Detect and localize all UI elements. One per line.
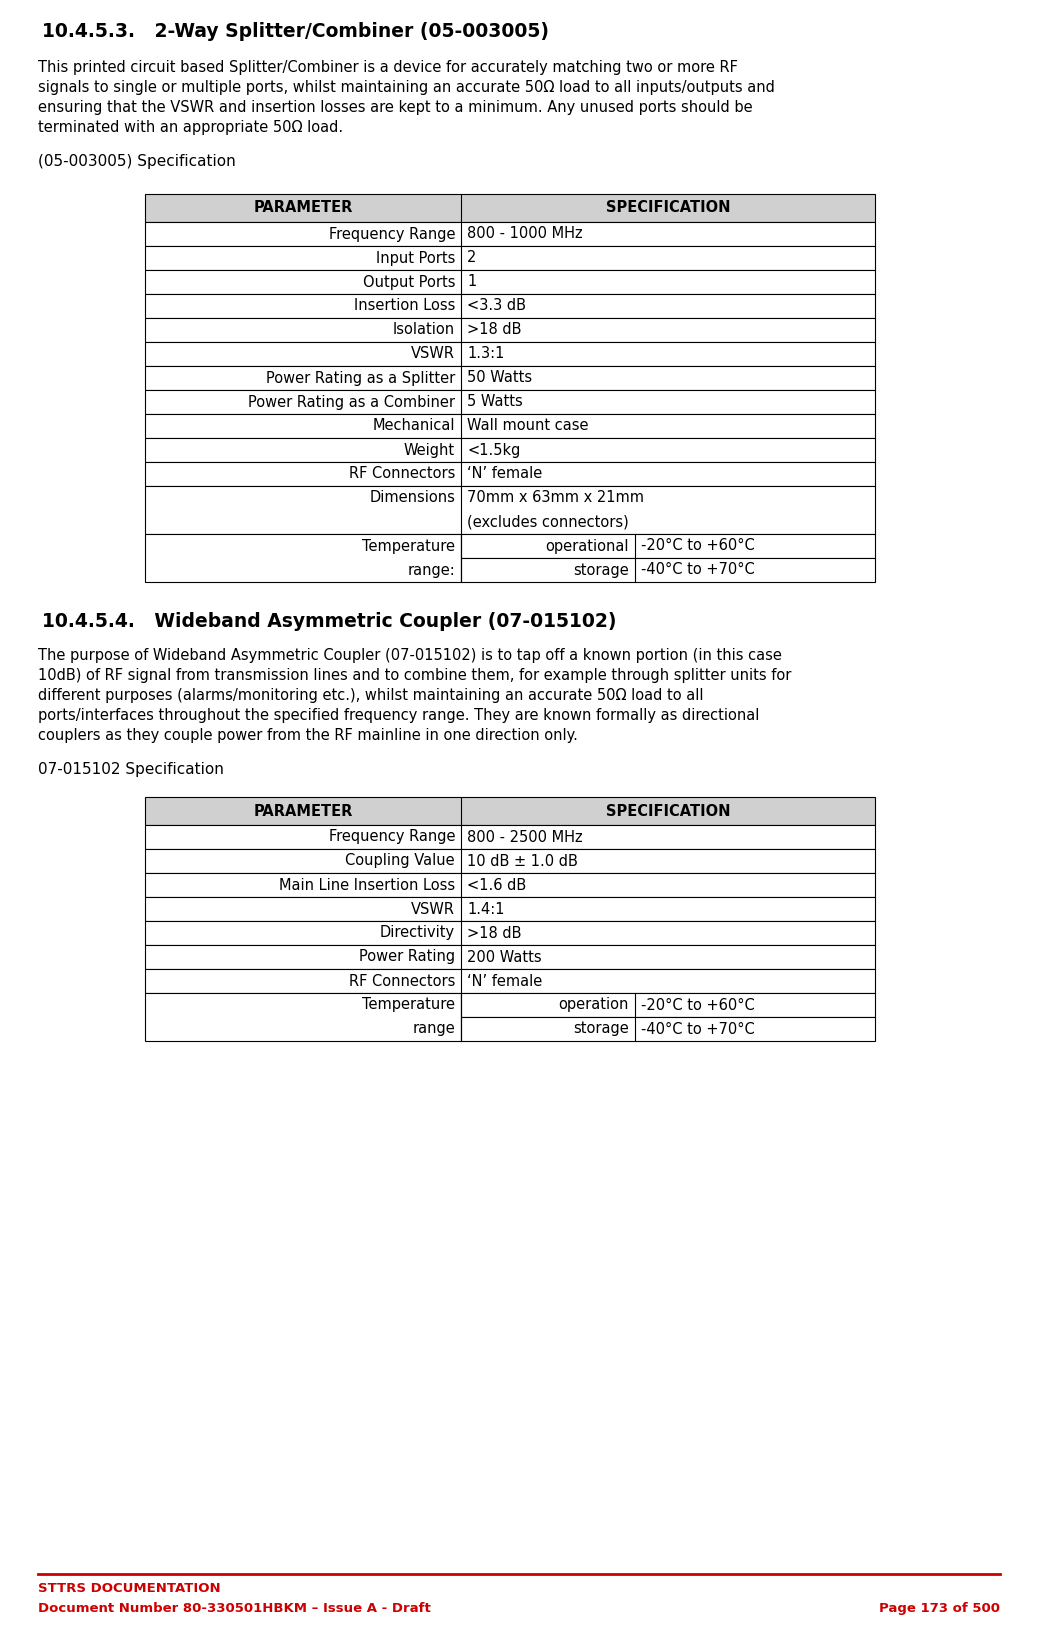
Text: terminated with an appropriate 50Ω load.: terminated with an appropriate 50Ω load. (38, 119, 344, 136)
Text: ‘N’ female: ‘N’ female (467, 973, 542, 988)
Text: different purposes (alarms/monitoring etc.), whilst maintaining an accurate 50Ω : different purposes (alarms/monitoring et… (38, 689, 704, 703)
Text: Main Line Insertion Loss: Main Line Insertion Loss (279, 877, 455, 893)
Text: 1.4:1: 1.4:1 (467, 901, 504, 916)
Text: Frequency Range: Frequency Range (329, 829, 455, 844)
Text: -40°C to +70°C: -40°C to +70°C (640, 563, 755, 578)
Text: operation: operation (558, 998, 629, 1013)
Bar (145, 849, 875, 874)
Text: This printed circuit based Splitter/Combiner is a device for accurately matching: This printed circuit based Splitter/Comb… (38, 61, 738, 75)
Text: ports/interfaces throughout the specified frequency range. They are known formal: ports/interfaces throughout the specifie… (38, 708, 760, 723)
Text: >18 dB: >18 dB (467, 926, 521, 941)
Text: 50 Watts: 50 Watts (467, 370, 532, 386)
Bar (145, 317, 875, 342)
Text: Temperature: Temperature (362, 998, 455, 1013)
Bar (145, 533, 461, 582)
Text: RF Connectors: RF Connectors (349, 466, 455, 481)
Text: 2: 2 (467, 250, 476, 265)
Text: <1.5kg: <1.5kg (467, 442, 520, 458)
Bar (145, 342, 875, 366)
Bar (461, 993, 875, 1018)
Text: ‘N’ female: ‘N’ female (467, 466, 542, 481)
Text: <3.3 dB: <3.3 dB (467, 298, 526, 314)
Text: storage: storage (573, 563, 629, 578)
Text: -20°C to +60°C: -20°C to +60°C (640, 538, 755, 553)
Text: 70mm x 63mm x 21mm: 70mm x 63mm x 21mm (467, 491, 645, 506)
Text: Insertion Loss: Insertion Loss (354, 298, 455, 314)
Text: Weight: Weight (404, 442, 455, 458)
Text: Directivity: Directivity (380, 926, 455, 941)
Text: PARAMETER: PARAMETER (253, 803, 353, 818)
Text: operational: operational (545, 538, 629, 553)
Bar (145, 946, 875, 969)
Bar (145, 389, 875, 414)
Bar (145, 825, 875, 849)
Text: Power Rating as a Combiner: Power Rating as a Combiner (248, 394, 455, 409)
Text: Input Ports: Input Ports (376, 250, 455, 265)
Text: VSWR: VSWR (411, 347, 455, 362)
Text: Mechanical: Mechanical (373, 419, 455, 434)
Bar (145, 438, 875, 461)
Bar (145, 897, 875, 921)
Text: (excludes connectors): (excludes connectors) (467, 514, 629, 530)
Text: Frequency Range: Frequency Range (329, 226, 455, 242)
Text: SPECIFICATION: SPECIFICATION (606, 201, 731, 216)
Text: STTRS DOCUMENTATION: STTRS DOCUMENTATION (38, 1582, 221, 1595)
Text: signals to single or multiple ports, whilst maintaining an accurate 50Ω load to : signals to single or multiple ports, whi… (38, 80, 775, 95)
Text: 800 - 2500 MHz: 800 - 2500 MHz (467, 829, 582, 844)
Text: Output Ports: Output Ports (362, 275, 455, 290)
Text: RF Connectors: RF Connectors (349, 973, 455, 988)
Bar (461, 533, 875, 558)
Bar (145, 222, 875, 245)
Text: Document Number 80-330501HBKM – Issue A - Draft: Document Number 80-330501HBKM – Issue A … (38, 1602, 431, 1615)
Text: <1.6 dB: <1.6 dB (467, 877, 526, 893)
Text: 07-015102 Specification: 07-015102 Specification (38, 762, 224, 777)
Bar (145, 874, 875, 897)
Text: 800 - 1000 MHz: 800 - 1000 MHz (467, 226, 582, 242)
Text: couplers as they couple power from the RF mainline in one direction only.: couplers as they couple power from the R… (38, 728, 578, 743)
Text: (05-003005) Specification: (05-003005) Specification (38, 154, 236, 169)
Text: >18 dB: >18 dB (467, 322, 521, 337)
Text: range: range (412, 1021, 455, 1037)
Text: SPECIFICATION: SPECIFICATION (606, 803, 731, 818)
Bar (145, 366, 875, 389)
Bar (145, 461, 875, 486)
Text: VSWR: VSWR (411, 901, 455, 916)
Bar (461, 558, 875, 582)
Text: 1.3:1: 1.3:1 (467, 347, 504, 362)
Bar (145, 414, 875, 438)
Text: 200 Watts: 200 Watts (467, 949, 542, 965)
Text: range:: range: (407, 563, 455, 578)
Text: Isolation: Isolation (393, 322, 455, 337)
Bar (461, 1018, 875, 1040)
Text: 10 dB ± 1.0 dB: 10 dB ± 1.0 dB (467, 854, 578, 869)
Text: Dimensions: Dimensions (370, 491, 455, 506)
Text: 1: 1 (467, 275, 476, 290)
Text: -20°C to +60°C: -20°C to +60°C (640, 998, 755, 1013)
Text: 10.4.5.3.   2-Way Splitter/Combiner (05-003005): 10.4.5.3. 2-Way Splitter/Combiner (05-00… (42, 21, 549, 41)
Text: PARAMETER: PARAMETER (253, 201, 353, 216)
Text: Temperature: Temperature (362, 538, 455, 553)
Text: -40°C to +70°C: -40°C to +70°C (640, 1021, 755, 1037)
Text: 5 Watts: 5 Watts (467, 394, 523, 409)
Text: Wall mount case: Wall mount case (467, 419, 589, 434)
Text: 10dB) of RF signal from transmission lines and to combine them, for example thro: 10dB) of RF signal from transmission lin… (38, 667, 791, 682)
Bar (145, 993, 461, 1040)
Bar (145, 921, 875, 946)
Bar (145, 797, 875, 825)
Bar (145, 270, 875, 294)
Bar (145, 294, 875, 317)
Text: 10.4.5.4.   Wideband Asymmetric Coupler (07-015102): 10.4.5.4. Wideband Asymmetric Coupler (0… (42, 612, 617, 631)
Text: Power Rating as a Splitter: Power Rating as a Splitter (266, 370, 455, 386)
Bar (145, 486, 875, 533)
Bar (145, 245, 875, 270)
Text: ensuring that the VSWR and insertion losses are kept to a minimum. Any unused po: ensuring that the VSWR and insertion los… (38, 100, 753, 115)
Text: storage: storage (573, 1021, 629, 1037)
Bar (145, 195, 875, 222)
Text: The purpose of Wideband Asymmetric Coupler (07-015102) is to tap off a known por: The purpose of Wideband Asymmetric Coupl… (38, 648, 782, 663)
Bar (145, 969, 875, 993)
Text: Power Rating: Power Rating (359, 949, 455, 965)
Text: Page 173 of 500: Page 173 of 500 (879, 1602, 1000, 1615)
Text: Coupling Value: Coupling Value (346, 854, 455, 869)
